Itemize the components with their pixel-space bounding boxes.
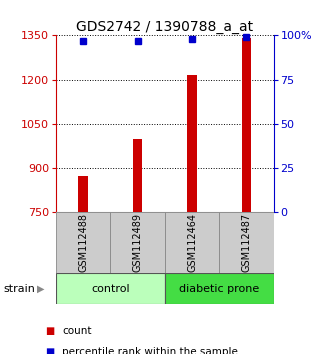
Text: GSM112488: GSM112488 [78,213,88,272]
Text: ▶: ▶ [37,284,44,293]
Bar [56,212,110,273]
Text: control: control [91,284,130,293]
Text: ■: ■ [45,326,54,336]
Bar [242,38,251,212]
Text: percentile rank within the sample: percentile rank within the sample [62,347,238,354]
Text: GSM112464: GSM112464 [187,213,197,272]
Bar [56,273,165,304]
Bar [78,176,88,212]
Title: GDS2742 / 1390788_a_at: GDS2742 / 1390788_a_at [76,21,253,34]
Text: GSM112489: GSM112489 [132,213,143,272]
Bar [165,212,219,273]
Bar [133,139,142,212]
Bar [187,75,197,212]
Text: diabetic prone: diabetic prone [179,284,259,293]
Text: count: count [62,326,92,336]
Bar [219,212,274,273]
Text: strain: strain [3,284,35,293]
Text: GSM112487: GSM112487 [241,213,252,272]
Bar [110,212,165,273]
Bar [165,273,274,304]
Text: ■: ■ [45,347,54,354]
